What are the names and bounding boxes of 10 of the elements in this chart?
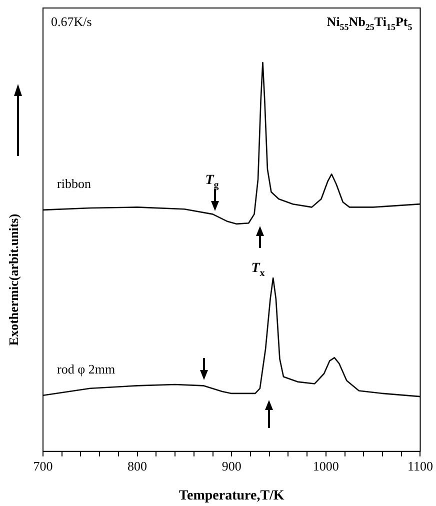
- y-axis-title: Exothermic(arbit.units): [6, 214, 21, 346]
- x-axis-title: Temperature,T/K: [178, 488, 284, 504]
- text: 0.67K/s: [51, 14, 92, 29]
- series-label: ribbon: [57, 176, 92, 191]
- series-label: rod φ 2mm: [57, 361, 116, 376]
- x-tick-label: 900: [222, 458, 242, 474]
- x-tick-label: 700: [33, 458, 53, 474]
- x-tick-label: 1000: [312, 458, 339, 474]
- x-tick-label: 800: [128, 458, 148, 474]
- x-tick-label: 1100: [407, 458, 434, 474]
